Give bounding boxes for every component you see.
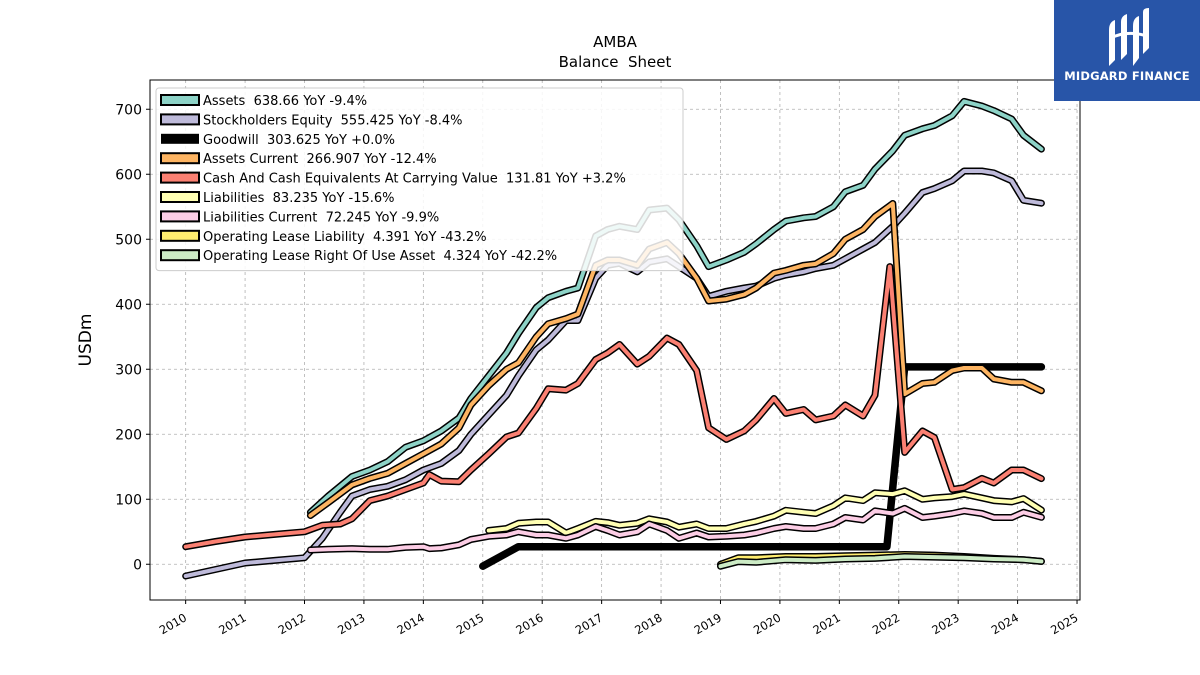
- series-line-2: [479, 363, 1046, 570]
- series-line-8: [718, 554, 1044, 569]
- x-tick-label: 2024: [989, 610, 1021, 637]
- legend-label: Assets Current 266.907 YoY -12.4%: [203, 152, 437, 167]
- x-tick-label: 2022: [870, 610, 902, 637]
- y-tick-label: 300: [115, 362, 142, 378]
- series-line-5: [486, 488, 1044, 535]
- x-tick-label: 2012: [276, 610, 308, 637]
- x-tick-label: 2010: [157, 610, 189, 637]
- legend-swatch: [160, 171, 200, 184]
- legend-label: Assets 638.66 YoY -9.4%: [203, 94, 367, 109]
- brand-name: MIDGARD FINANCE: [1064, 69, 1190, 83]
- series-line-4: [183, 264, 1044, 549]
- legend-label: Goodwill 303.625 YoY +0.0%: [203, 133, 395, 148]
- x-tick-label: 2019: [692, 610, 724, 637]
- midgard-logo-icon: [1109, 8, 1149, 66]
- x-tick-label: 2023: [929, 610, 961, 637]
- x-tick-label: 2014: [394, 610, 426, 637]
- y-tick-label: 600: [115, 167, 142, 183]
- series-line-6: [308, 506, 1044, 552]
- legend-label: Cash And Cash Equivalents At Carrying Va…: [203, 172, 626, 187]
- y-tick-label: 400: [115, 297, 142, 313]
- series-line-3: [308, 201, 1044, 518]
- y-axis-label: USDm: [76, 314, 96, 367]
- x-tick-label: 2016: [513, 610, 545, 637]
- x-tick-label: 2013: [335, 610, 367, 637]
- y-tick-label: 0: [133, 557, 142, 573]
- y-tick-label: 700: [115, 102, 142, 118]
- legend-swatch: [160, 249, 200, 262]
- x-tick-label: 2025: [1048, 610, 1080, 637]
- legend-label: Liabilities Current 72.245 YoY -9.9%: [203, 210, 439, 225]
- legend-swatch: [160, 152, 200, 165]
- legend-swatch: [160, 191, 200, 203]
- x-tick-label: 2020: [751, 610, 783, 637]
- x-tick-label: 2011: [216, 610, 248, 637]
- x-tick-label: 2021: [810, 610, 842, 637]
- x-tick-label: 2015: [454, 610, 486, 637]
- legend-swatch: [160, 229, 200, 242]
- y-tick-label: 100: [115, 492, 142, 508]
- y-tick-label: 500: [115, 232, 142, 248]
- legend-label: Operating Lease Right Of Use Asset 4.324…: [203, 249, 557, 264]
- chart-subtitle: Balance Sheet: [559, 53, 672, 71]
- series-line-0: [308, 99, 1044, 515]
- chart-title: AMBA: [593, 33, 637, 51]
- legend-swatch: [161, 133, 199, 144]
- legend-swatch: [160, 113, 200, 126]
- legend-label: Stockholders Equity 555.425 YoY -8.4%: [203, 113, 463, 128]
- legend-swatch: [160, 94, 200, 106]
- x-tick-label: 2017: [573, 610, 605, 637]
- brand-logo: MIDGARD FINANCE: [1054, 0, 1200, 101]
- x-tick-label: 2018: [632, 610, 664, 637]
- legend-label: Liabilities 83.235 YoY -15.6%: [203, 191, 395, 206]
- legend-box: [155, 87, 684, 272]
- legend-label: Operating Lease Liability 4.391 YoY -43.…: [203, 230, 487, 245]
- series-group: [182, 97, 1046, 580]
- legend: Assets 638.66 YoY -9.4% Stockholders Equi…: [155, 87, 684, 272]
- plot-frame: [149, 79, 1081, 601]
- legend-swatch: [160, 210, 200, 223]
- y-tick-label: 200: [115, 427, 142, 443]
